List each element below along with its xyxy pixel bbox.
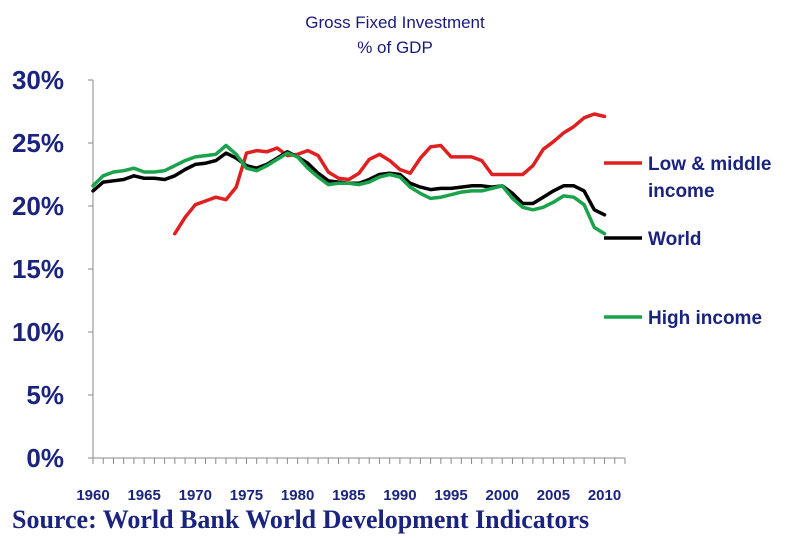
series-line-low-middle-income bbox=[173, 112, 607, 236]
y-tick-label: 30% bbox=[12, 65, 64, 95]
x-tick-label: 1975 bbox=[230, 487, 263, 504]
x-tick-label: 1960 bbox=[76, 487, 109, 504]
x-tick-label: 2000 bbox=[486, 487, 519, 504]
y-tick-label: 15% bbox=[12, 254, 64, 284]
y-tick-label: 0% bbox=[26, 443, 64, 473]
chart-title-line-2: % of GDP bbox=[357, 38, 433, 57]
x-tick-label: 1985 bbox=[332, 487, 365, 504]
x-tick-labels: 1960 1965 1970 1975 1980 1985 1990 1995 2000 2005… bbox=[76, 487, 621, 504]
x-tick-label: 2005 bbox=[537, 487, 570, 504]
series-line-high-income bbox=[91, 143, 607, 236]
legend-label-world: World bbox=[648, 229, 701, 250]
x-tick-label: 1965 bbox=[127, 487, 160, 504]
y-tick-label: 25% bbox=[12, 128, 64, 158]
y-tick-label: 5% bbox=[26, 380, 64, 410]
legend: Low & middle income World High income bbox=[604, 154, 772, 329]
chart-title-line-1: Gross Fixed Investment bbox=[305, 13, 485, 32]
y-tick-label: 20% bbox=[12, 191, 64, 221]
source-note: Source: World Bank World Development Ind… bbox=[12, 505, 589, 534]
plot-axes bbox=[88, 79, 626, 464]
legend-label-low-middle-income: Low & middle bbox=[648, 154, 772, 175]
legend-label-high-income: High income bbox=[648, 308, 762, 329]
x-tick-label: 2010 bbox=[588, 487, 621, 504]
chart-title: Gross Fixed Investment % of GDP bbox=[305, 13, 485, 57]
legend-label-low-middle-income: income bbox=[648, 181, 715, 202]
x-tick-label: 1995 bbox=[434, 487, 467, 504]
x-tick-label: 1980 bbox=[281, 487, 314, 504]
series-lines bbox=[91, 112, 607, 236]
y-tick-label: 10% bbox=[12, 317, 64, 347]
x-tick-label: 1970 bbox=[179, 487, 212, 504]
x-tick-label: 1990 bbox=[383, 487, 416, 504]
y-tick-labels: 0% 5% 10% 15% 20% 25% 30% bbox=[12, 65, 64, 473]
